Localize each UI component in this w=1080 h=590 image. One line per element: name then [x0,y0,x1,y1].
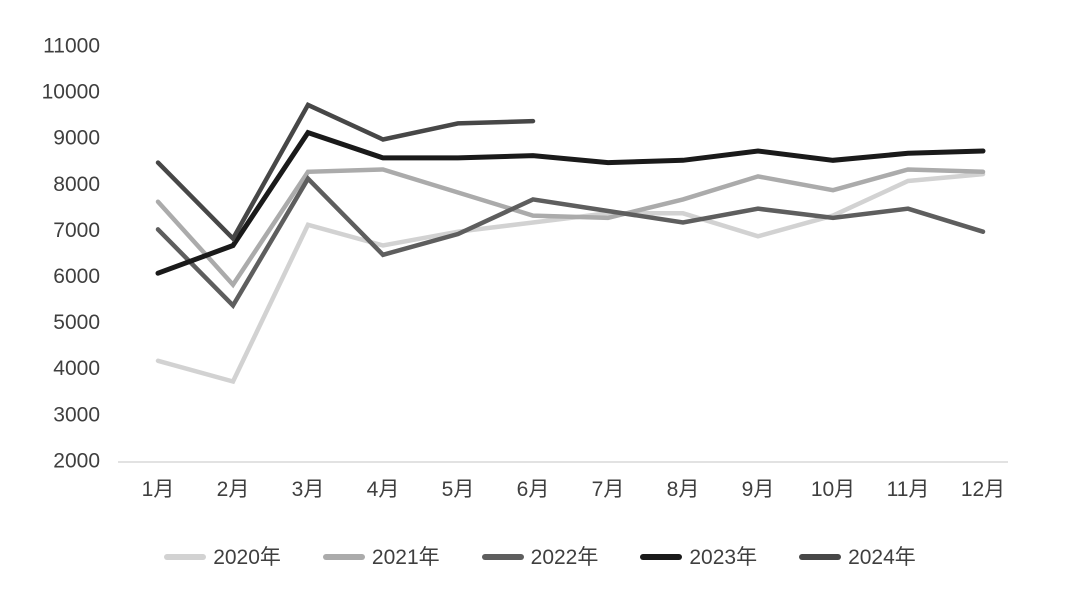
legend-item-2: 2022年 [481,545,599,569]
y-axis-tick-labels: 2000 3000 4000 5000 6000 7000 8000 9000 10000 110… [42,35,100,473]
legend-item-1: 2021年 [322,545,440,569]
x-tick-label: 2月 [217,478,250,501]
x-axis-tick-labels: 1月 2月 3月 4月 5月 6月 7月 8月 9月 10月 11月 12月 [142,478,1006,501]
y-tick-label: 9000 [53,127,100,150]
legend-swatch-icon [481,554,524,560]
series-line-3 [155,129,986,276]
chart-series-lines [155,101,986,385]
y-tick-label: 7000 [53,219,100,242]
series-line-2 [155,175,986,310]
x-tick-label: 6月 [517,478,550,501]
legend-label: 2024年 [848,545,916,569]
legend-item-0: 2020年 [164,547,281,568]
x-tick-label: 9月 [742,478,775,501]
y-tick-label: 3000 [53,403,100,426]
legend-label: 2022年 [530,545,599,569]
legend-swatch-icon [322,554,365,560]
legend-label: 2023年 [689,545,758,569]
series-line-1 [155,167,986,289]
x-tick-label: 4月 [367,478,400,501]
legend-swatch-icon [799,554,842,560]
series-line-4 [155,101,536,243]
legend-item-3: 2023年 [640,547,757,568]
y-tick-label: 6000 [53,265,100,288]
x-tick-label: 12月 [961,478,1005,501]
x-tick-label: 8月 [667,478,700,501]
x-tick-label: 1月 [142,478,175,501]
y-tick-label: 4000 [53,357,100,380]
legend-label: 2020年 [213,545,281,569]
legend-swatch-icon [640,554,683,560]
y-tick-label: 2000 [53,449,100,472]
x-tick-label: 11月 [887,478,930,501]
x-tick-label: 3月 [292,478,325,501]
y-tick-label: 8000 [53,173,100,196]
y-tick-label: 11000 [43,35,100,58]
legend-label: 2021年 [371,545,440,569]
legend-item-4: 2024年 [799,547,916,568]
x-tick-label: 7月 [592,478,625,501]
y-tick-label: 10000 [42,81,100,104]
y-tick-label: 5000 [53,311,100,334]
chart-legend: 2020年 2021年 2022年 2023年 2024年 [0,541,1080,573]
x-tick-label: 10月 [811,478,855,501]
x-tick-label: 5月 [442,478,475,501]
legend-swatch-icon [164,554,207,560]
